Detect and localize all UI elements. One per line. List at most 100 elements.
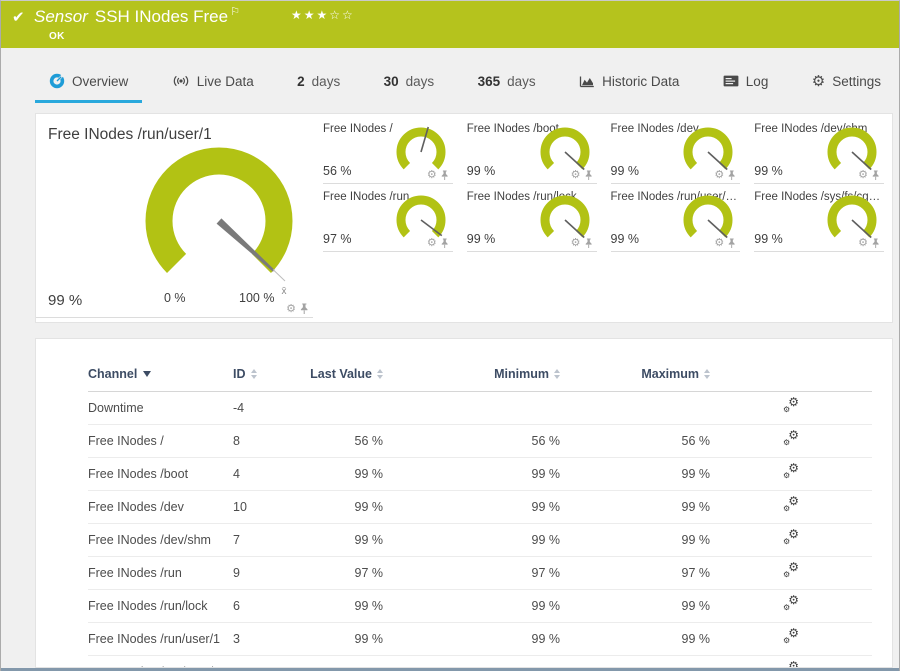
- channel-settings-icon[interactable]: ⚙⚙: [783, 428, 799, 447]
- col-header-last-value[interactable]: Last Value: [303, 357, 383, 392]
- tab-log[interactable]: Log: [719, 59, 773, 103]
- pin-icon[interactable]: [727, 170, 736, 181]
- channel-name: Free INodes /run: [88, 556, 233, 590]
- mini-gauge-value: 99 %: [466, 164, 496, 178]
- mini-gauge-cell: Free INodes /sys/fs/cg… 99 % ⚙: [754, 188, 884, 252]
- table-row[interactable]: Free INodes /run 9 97 % 97 % 97 % ⚙ ⚙: [88, 556, 872, 590]
- table-row[interactable]: Free INodes / 8 56 % 56 % 56 % ⚙ ⚙: [88, 424, 872, 458]
- mini-gauge: [827, 127, 877, 171]
- table-row[interactable]: Free INodes /run/user/1 3 99 % 99 % 99 %…: [88, 622, 872, 656]
- sort-icon: [704, 369, 710, 379]
- tab-label: Overview: [72, 73, 129, 89]
- mini-gauge-cell: Free INodes / 56 % ⚙: [323, 120, 453, 184]
- table-row[interactable]: Free INodes /dev/shm 7 99 % 99 % 99 % ⚙ ⚙: [88, 523, 872, 557]
- channel-maximum: 99 %: [560, 457, 710, 491]
- pin-icon[interactable]: [871, 170, 880, 181]
- channel-settings-icon[interactable]: ⚙⚙: [783, 560, 799, 579]
- channel-minimum: [383, 391, 560, 425]
- tab-30-days[interactable]: 30 days: [380, 59, 439, 103]
- channels-table: Channel ID Last Value Minimum Maximum Do…: [88, 357, 872, 668]
- tab-2-days[interactable]: 2 days: [293, 59, 344, 103]
- tab-live-data[interactable]: Live Data: [168, 59, 258, 103]
- col-header-maximum[interactable]: Maximum: [560, 357, 710, 392]
- channel-id: 3: [233, 622, 303, 656]
- channel-settings-icon[interactable]: ⚙⚙: [788, 659, 799, 668]
- tab-365-days[interactable]: 365 days: [474, 59, 540, 103]
- mini-gauge-value: 56 %: [323, 164, 352, 178]
- mini-gauge-cell: Free INodes /dev/shm 99 % ⚙: [754, 120, 884, 184]
- channel-last-value: 97 %: [303, 556, 383, 590]
- pin-icon[interactable]: [440, 170, 449, 181]
- pin-icon[interactable]: [584, 238, 593, 249]
- table-row[interactable]: Downtime -4 ⚙ ⚙: [88, 391, 872, 425]
- mini-gauge-value: 97 %: [323, 232, 352, 246]
- table-row[interactable]: Free INodes /run/lock 6 99 % 99 % 99 % ⚙…: [88, 589, 872, 623]
- channel-last-value: 99 %: [303, 457, 383, 491]
- gauge-scale-max: 100 %: [239, 291, 275, 305]
- pin-icon[interactable]: [584, 170, 593, 181]
- col-header-channel[interactable]: Channel: [88, 357, 233, 392]
- channel-name: Downtime: [88, 391, 233, 425]
- gauge-scale-min: 0 %: [164, 291, 186, 305]
- channel-minimum: 99 %: [383, 490, 560, 524]
- primary-gauge-value: 99 %: [48, 292, 83, 309]
- gear-icon[interactable]: ⚙: [426, 169, 437, 181]
- mini-gauge-value: 99 %: [610, 232, 640, 246]
- mini-gauge: [683, 127, 733, 171]
- gauge-cell-actions: ⚙: [427, 238, 449, 249]
- pin-icon[interactable]: [299, 303, 309, 315]
- status-badge: OK: [49, 31, 65, 42]
- table-row[interactable]: Free INodes /dev 10 99 % 99 % 99 % ⚙ ⚙: [88, 490, 872, 524]
- channel-settings-icon[interactable]: ⚙⚙: [783, 527, 799, 546]
- channel-settings-icon[interactable]: ⚙⚙: [783, 461, 799, 480]
- table-row[interactable]: Free INodes /run/user/1 2 99 % 99 % 99 %…: [88, 655, 872, 668]
- gear-icon[interactable]: ⚙: [286, 303, 296, 315]
- gauge-cell-actions: ⚙: [714, 238, 736, 249]
- gear-icon[interactable]: ⚙: [570, 169, 581, 181]
- channel-id: 10: [233, 490, 303, 524]
- channel-name: Free INodes /dev: [88, 490, 233, 524]
- pin-icon[interactable]: [871, 238, 880, 249]
- gear-icon[interactable]: ⚙: [858, 237, 868, 249]
- pin-icon[interactable]: [727, 238, 736, 249]
- mini-gauge-value: 99 %: [754, 232, 783, 246]
- tab-label: Historic Data: [602, 73, 680, 89]
- pin-icon[interactable]: [440, 238, 449, 249]
- gear-icon[interactable]: ⚙: [858, 169, 868, 181]
- gear-icon[interactable]: ⚙: [570, 237, 581, 249]
- channel-minimum: 99 %: [383, 523, 560, 557]
- channel-name: Free INodes /boot: [88, 457, 233, 491]
- channel-settings-icon[interactable]: ⚙⚙: [783, 395, 799, 414]
- tab-overview[interactable]: Overview: [34, 59, 143, 103]
- tab-settings[interactable]: ⚙ Settings: [808, 59, 885, 103]
- col-header-minimum[interactable]: Minimum: [383, 357, 560, 392]
- channel-minimum: 99 %: [383, 655, 560, 667]
- sort-icon: [377, 369, 383, 379]
- channel-settings-icon[interactable]: ⚙⚙: [783, 494, 799, 513]
- tab-number: 30: [383, 73, 399, 89]
- channel-last-value: 99 %: [303, 655, 383, 667]
- mini-gauge-cell: Free INodes /run/lock 99 % ⚙: [466, 188, 597, 252]
- channel-settings-icon[interactable]: ⚙⚙: [783, 626, 799, 645]
- primary-gauge-cell: Free INodes /run/user/1 x̄ 99 % 0 % 100 …: [36, 114, 313, 318]
- mini-gauge-cell: Free INodes /run 97 % ⚙: [323, 188, 453, 252]
- gear-icon[interactable]: ⚙: [426, 237, 437, 249]
- channel-name: Free INodes /run/user/1: [88, 655, 233, 667]
- mini-gauge-title: Free INodes /: [323, 123, 393, 135]
- table-row[interactable]: Free INodes /boot 4 99 % 99 % 99 % ⚙ ⚙: [88, 457, 872, 491]
- gauge-icon: [49, 73, 65, 89]
- channel-settings-icon[interactable]: ⚙⚙: [783, 593, 799, 612]
- priority-stars[interactable]: ★★★☆☆: [291, 8, 355, 22]
- mini-gauge-grid: Free INodes / 56 % ⚙ Free INodes /boot 9…: [313, 114, 892, 322]
- channel-id: 6: [233, 589, 303, 623]
- channel-maximum: 99 %: [560, 523, 710, 557]
- channel-id: -4: [233, 391, 303, 425]
- priority-flag-icon[interactable]: ⚐: [230, 6, 240, 18]
- sort-icon: [554, 369, 560, 379]
- mini-gauge-value: 99 %: [610, 164, 640, 178]
- col-header-id[interactable]: ID: [233, 357, 303, 392]
- table-header-row: Channel ID Last Value Minimum Maximum: [88, 357, 872, 392]
- tab-historic-data[interactable]: Historic Data: [575, 59, 683, 103]
- gear-icon[interactable]: ⚙: [714, 169, 725, 181]
- gear-icon[interactable]: ⚙: [714, 237, 725, 249]
